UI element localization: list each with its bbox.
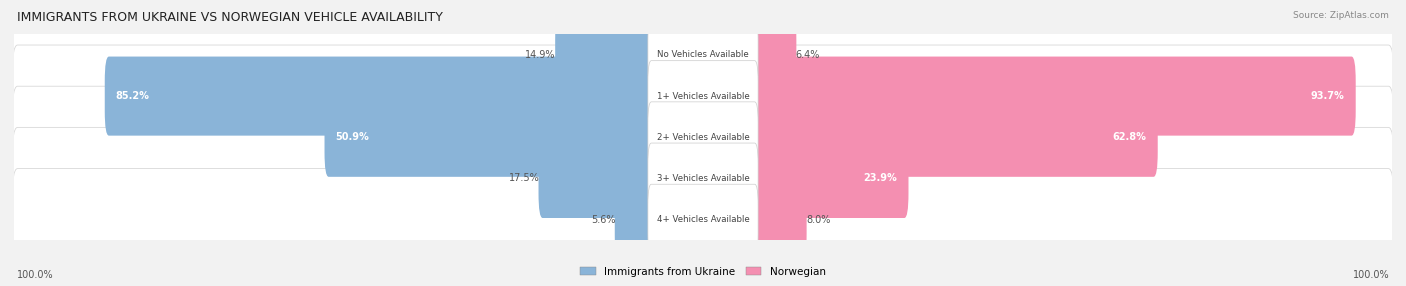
- Text: 23.9%: 23.9%: [863, 174, 897, 183]
- Text: IMMIGRANTS FROM UKRAINE VS NORWEGIAN VEHICLE AVAILABILITY: IMMIGRANTS FROM UKRAINE VS NORWEGIAN VEH…: [17, 11, 443, 24]
- FancyBboxPatch shape: [538, 139, 659, 218]
- FancyBboxPatch shape: [747, 180, 807, 259]
- Text: 3+ Vehicles Available: 3+ Vehicles Available: [657, 174, 749, 183]
- FancyBboxPatch shape: [747, 139, 908, 218]
- FancyBboxPatch shape: [555, 15, 659, 94]
- Text: 93.7%: 93.7%: [1310, 91, 1344, 101]
- Text: No Vehicles Available: No Vehicles Available: [657, 50, 749, 59]
- Text: 4+ Vehicles Available: 4+ Vehicles Available: [657, 215, 749, 224]
- FancyBboxPatch shape: [648, 184, 758, 255]
- Text: 5.6%: 5.6%: [591, 215, 616, 225]
- Text: 62.8%: 62.8%: [1112, 132, 1147, 142]
- FancyBboxPatch shape: [105, 57, 659, 136]
- FancyBboxPatch shape: [648, 143, 758, 214]
- Legend: Immigrants from Ukraine, Norwegian: Immigrants from Ukraine, Norwegian: [576, 263, 830, 281]
- Text: 6.4%: 6.4%: [796, 50, 820, 60]
- Text: 2+ Vehicles Available: 2+ Vehicles Available: [657, 133, 749, 142]
- FancyBboxPatch shape: [13, 45, 1393, 147]
- FancyBboxPatch shape: [614, 180, 659, 259]
- FancyBboxPatch shape: [13, 127, 1393, 230]
- FancyBboxPatch shape: [747, 98, 1157, 177]
- Text: 17.5%: 17.5%: [509, 174, 540, 183]
- FancyBboxPatch shape: [747, 57, 1355, 136]
- Text: 1+ Vehicles Available: 1+ Vehicles Available: [657, 92, 749, 101]
- FancyBboxPatch shape: [648, 19, 758, 90]
- FancyBboxPatch shape: [747, 15, 796, 94]
- FancyBboxPatch shape: [13, 168, 1393, 271]
- Text: 100.0%: 100.0%: [1353, 270, 1389, 280]
- FancyBboxPatch shape: [13, 86, 1393, 188]
- FancyBboxPatch shape: [648, 61, 758, 132]
- Text: 85.2%: 85.2%: [115, 91, 149, 101]
- Text: 50.9%: 50.9%: [336, 132, 370, 142]
- FancyBboxPatch shape: [325, 98, 659, 177]
- Text: Source: ZipAtlas.com: Source: ZipAtlas.com: [1294, 11, 1389, 20]
- Text: 100.0%: 100.0%: [17, 270, 53, 280]
- FancyBboxPatch shape: [13, 4, 1393, 106]
- FancyBboxPatch shape: [648, 102, 758, 173]
- Text: 8.0%: 8.0%: [806, 215, 831, 225]
- Text: 14.9%: 14.9%: [526, 50, 555, 60]
